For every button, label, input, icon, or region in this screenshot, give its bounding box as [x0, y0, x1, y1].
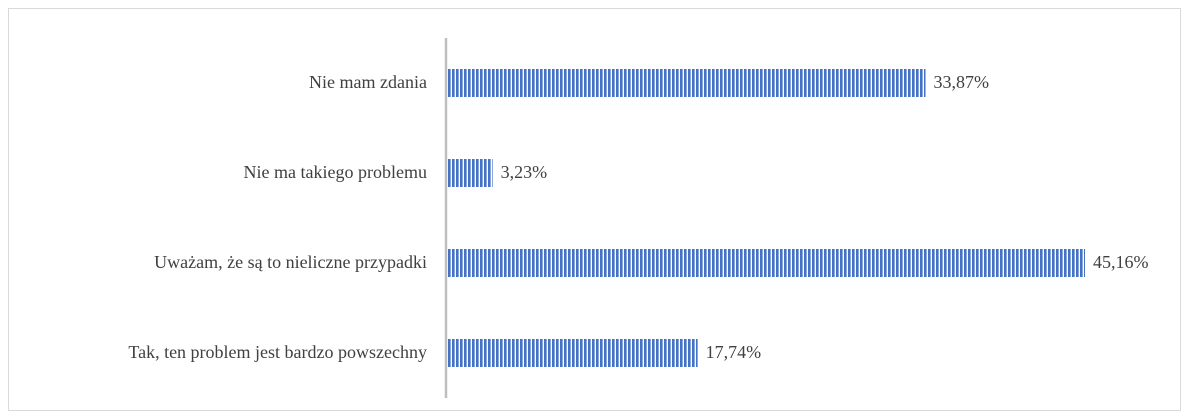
bar	[447, 339, 698, 367]
category-label: Tak, ten problem jest bardzo powszechny	[128, 342, 427, 362]
data-label: 17,74%	[706, 342, 762, 362]
category-label: Nie mam zdania	[309, 72, 427, 92]
category-label: Nie ma takiego problemu	[244, 162, 427, 182]
category-label: Uważam, że są to nieliczne przypadki	[154, 252, 427, 272]
data-label: 45,16%	[1093, 252, 1149, 272]
chart-border	[8, 8, 1181, 411]
bar	[447, 69, 926, 97]
bar	[447, 249, 1085, 277]
data-label: 3,23%	[501, 162, 547, 182]
bar	[447, 159, 493, 187]
data-label: 33,87%	[934, 72, 990, 92]
